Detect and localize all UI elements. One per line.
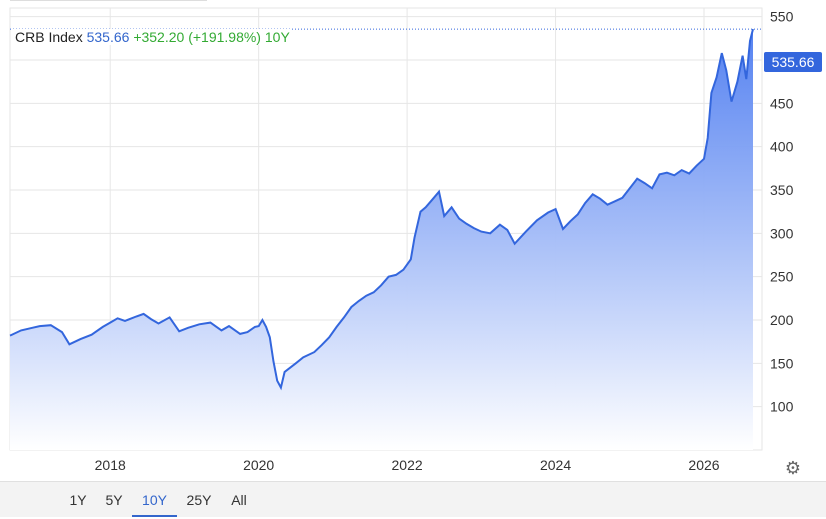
legend-change: +352.20 <box>133 29 185 45</box>
x-tick-label: 2022 <box>392 457 423 473</box>
area-fill <box>10 29 753 450</box>
y-tick-label: 200 <box>770 312 794 328</box>
range-button-1y[interactable]: 1Y <box>69 492 87 508</box>
legend-percent: (+191.98%) <box>188 29 261 45</box>
gear-icon[interactable]: ⚙ <box>784 458 802 478</box>
legend-series-name: CRB Index <box>15 29 83 45</box>
x-tick-label: 2020 <box>243 457 274 473</box>
x-tick-label: 2018 <box>95 457 126 473</box>
range-selector: 1Y 5Y 10Y 25Y All <box>0 481 826 517</box>
top-divider <box>10 0 207 1</box>
y-tick-label: 100 <box>770 399 794 415</box>
range-button-25y[interactable]: 25Y <box>186 492 212 508</box>
last-price-tag: 535.66 <box>764 52 822 72</box>
y-tick-label: 400 <box>770 139 794 155</box>
y-tick-label: 550 <box>770 9 794 25</box>
y-tick-label: 150 <box>770 355 794 371</box>
range-button-all[interactable]: All <box>231 492 247 508</box>
x-axis-labels: 2018 2020 2022 2024 2026 <box>95 457 720 473</box>
y-tick-label: 250 <box>770 269 794 285</box>
crb-index-chart: 100150200250300350400450500550 201820202… <box>9 7 794 473</box>
chart-legend: CRB Index 535.66 +352.20 (+191.98%) 10Y <box>13 29 292 45</box>
y-tick-label: 300 <box>770 225 794 241</box>
legend-value: 535.66 <box>86 29 130 45</box>
y-tick-label: 450 <box>770 95 794 111</box>
range-button-5y[interactable]: 5Y <box>105 492 123 508</box>
series-line <box>9 28 754 391</box>
y-tick-label: 350 <box>770 182 794 198</box>
legend-period: 10Y <box>264 29 290 45</box>
x-tick-label: 2024 <box>540 457 571 473</box>
y-axis-labels: 100150200250300350400450500550 <box>770 9 794 415</box>
x-tick-label: 2026 <box>688 457 719 473</box>
range-button-10y[interactable]: 10Y <box>132 482 177 517</box>
